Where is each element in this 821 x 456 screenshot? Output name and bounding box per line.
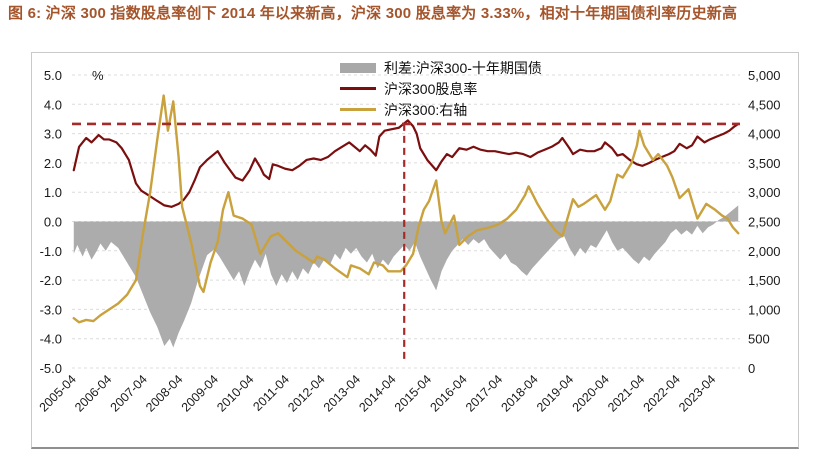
left-axis-tick-label: -4.0 <box>40 332 62 347</box>
right-axis-tick-label: 0 <box>748 361 755 376</box>
left-axis-tick-label: 5.0 <box>44 68 62 83</box>
csi300-index-line-series <box>72 94 740 324</box>
x-axis-tick-label: 2018-04 <box>498 372 540 414</box>
legend-item-spread: 利差:沪深300-十年期国债 <box>340 57 542 78</box>
x-axis-tick-label: 2008-04 <box>143 372 185 414</box>
right-axis-tick-label: 5,000 <box>748 68 781 83</box>
left-axis-unit-label: % <box>92 68 104 83</box>
area-swatch-icon <box>340 62 376 73</box>
x-axis-tick-label: 2014-04 <box>356 372 398 414</box>
x-axis-tick-label: 2013-04 <box>321 372 363 414</box>
legend-label-spread: 利差:沪深300-十年期国债 <box>384 59 542 76</box>
x-axis-tick-label: 2015-04 <box>392 372 434 414</box>
left-axis-tick-label: 4.0 <box>44 97 62 112</box>
x-axis-tick-label: 2010-04 <box>214 372 256 414</box>
right-axis-tick-label: 2,000 <box>748 244 781 259</box>
x-axis-tick-label: 2009-04 <box>179 372 221 414</box>
x-axis-tick-label: 2006-04 <box>72 372 114 414</box>
figure-title: 图 6: 沪深 300 指数股息率创下 2014 年以来新高，沪深 300 股息… <box>8 5 738 22</box>
legend-item-dividend-yield: 沪深300股息率 <box>340 78 542 99</box>
right-axis-tick-label: 2,500 <box>748 215 781 230</box>
line-swatch-icon <box>340 108 376 111</box>
legend-item-csi300-index: 沪深300:右轴 <box>340 99 542 120</box>
x-axis-tick-label: 2005-04 <box>37 372 79 414</box>
right-axis-tick-label: 3,000 <box>748 185 781 200</box>
left-axis-tick-label: 1.0 <box>44 185 62 200</box>
left-axis-tick-label: -3.0 <box>40 302 62 317</box>
left-axis-tick-label: -2.0 <box>40 273 62 288</box>
left-axis-tick-label: 3.0 <box>44 127 62 142</box>
legend-label-csi300-index: 沪深300:右轴 <box>384 101 468 118</box>
x-axis-tick-label: 2012-04 <box>285 372 327 414</box>
legend-label-dividend-yield: 沪深300股息率 <box>384 80 478 97</box>
x-axis-tick-label: 2021-04 <box>605 372 647 414</box>
right-axis-tick-label: 4,000 <box>748 127 781 142</box>
spread-area-series <box>73 205 739 348</box>
right-axis-tick-label: 3,500 <box>748 156 781 171</box>
left-axis-tick-label: -1.0 <box>40 244 62 259</box>
x-axis-tick-label: 2007-04 <box>108 372 150 414</box>
left-axis-tick-label: 2.0 <box>44 156 62 171</box>
x-axis-tick-label: 2020-04 <box>570 372 612 414</box>
x-axis-tick-label: 2011-04 <box>250 372 292 414</box>
x-axis-tick-label: 2017-04 <box>463 372 505 414</box>
right-axis-tick-label: 1,500 <box>748 273 781 288</box>
x-axis-tick-label: 2023-04 <box>676 372 718 414</box>
right-axis-tick-label: 500 <box>748 332 770 347</box>
right-axis-tick-label: 4,500 <box>748 97 781 112</box>
left-axis-tick-label: 0.0 <box>44 215 62 230</box>
left-axis-tick-label: -5.0 <box>40 361 62 376</box>
right-axis-tick-label: 1,000 <box>748 302 781 317</box>
x-axis-tick-label: 2022-04 <box>641 372 683 414</box>
chart-legend: 利差:沪深300-十年期国债 沪深300股息率 沪深300:右轴 <box>340 57 542 120</box>
line-swatch-icon <box>340 87 376 90</box>
x-axis-tick-label: 2016-04 <box>427 372 469 414</box>
x-axis-tick-label: 2019-04 <box>534 372 576 414</box>
